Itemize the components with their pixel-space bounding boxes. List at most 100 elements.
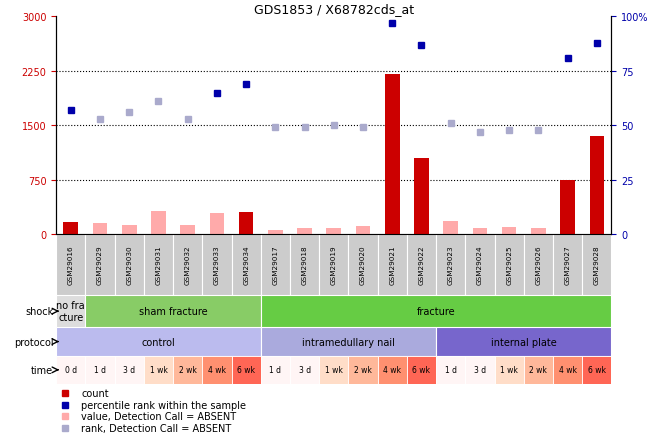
FancyBboxPatch shape (114, 356, 144, 384)
Bar (356, 227, 370, 234)
Text: GSM29021: GSM29021 (389, 245, 395, 285)
Text: internal plate: internal plate (491, 337, 557, 347)
Text: GSM29030: GSM29030 (126, 245, 132, 285)
Bar (414, 158, 429, 234)
Bar (590, 137, 604, 234)
Bar (93, 224, 107, 234)
FancyBboxPatch shape (231, 234, 260, 295)
Text: 3 d: 3 d (299, 365, 311, 375)
Text: sham fracture: sham fracture (139, 306, 208, 316)
Text: 2 wk: 2 wk (529, 365, 547, 375)
FancyBboxPatch shape (56, 356, 85, 384)
FancyBboxPatch shape (144, 356, 173, 384)
FancyBboxPatch shape (465, 234, 494, 295)
Text: GSM29018: GSM29018 (301, 245, 307, 285)
Text: 6 wk: 6 wk (237, 365, 255, 375)
Text: protocol: protocol (14, 337, 54, 347)
Text: GSM29019: GSM29019 (330, 245, 337, 285)
Title: GDS1853 / X68782cds_at: GDS1853 / X68782cds_at (254, 3, 414, 16)
Text: 3 d: 3 d (123, 365, 136, 375)
FancyBboxPatch shape (407, 356, 436, 384)
Text: control: control (141, 337, 175, 347)
FancyBboxPatch shape (494, 356, 524, 384)
Text: GSM29033: GSM29033 (214, 245, 220, 285)
FancyBboxPatch shape (494, 234, 524, 295)
Text: value, Detection Call = ABSENT: value, Detection Call = ABSENT (81, 411, 236, 421)
FancyBboxPatch shape (56, 234, 85, 295)
Text: GSM29027: GSM29027 (564, 245, 570, 285)
FancyBboxPatch shape (260, 356, 290, 384)
FancyBboxPatch shape (85, 295, 260, 328)
Text: rank, Detection Call = ABSENT: rank, Detection Call = ABSENT (81, 423, 231, 433)
Text: GSM29024: GSM29024 (477, 245, 483, 285)
Text: GSM29020: GSM29020 (360, 245, 366, 285)
Text: 2 wk: 2 wk (178, 365, 196, 375)
FancyBboxPatch shape (231, 356, 260, 384)
Text: 2 wk: 2 wk (354, 365, 372, 375)
FancyBboxPatch shape (436, 356, 465, 384)
Bar (531, 229, 546, 234)
Text: GSM29026: GSM29026 (535, 245, 541, 285)
FancyBboxPatch shape (114, 234, 144, 295)
Bar (180, 226, 195, 234)
FancyBboxPatch shape (173, 234, 202, 295)
FancyBboxPatch shape (290, 356, 319, 384)
FancyBboxPatch shape (319, 356, 348, 384)
Text: 3 d: 3 d (474, 365, 486, 375)
FancyBboxPatch shape (377, 356, 407, 384)
FancyBboxPatch shape (524, 356, 553, 384)
FancyBboxPatch shape (56, 328, 260, 356)
Text: 1 wk: 1 wk (500, 365, 518, 375)
Bar (502, 228, 516, 234)
Text: GSM29029: GSM29029 (97, 245, 103, 285)
FancyBboxPatch shape (260, 328, 436, 356)
FancyBboxPatch shape (553, 234, 582, 295)
Bar (151, 212, 166, 234)
Text: 1 wk: 1 wk (325, 365, 343, 375)
Bar (473, 229, 487, 234)
Text: percentile rank within the sample: percentile rank within the sample (81, 400, 246, 410)
Text: 0 d: 0 d (65, 365, 77, 375)
FancyBboxPatch shape (85, 234, 114, 295)
Text: 4 wk: 4 wk (559, 365, 576, 375)
Bar (239, 213, 253, 234)
Text: count: count (81, 388, 109, 398)
Text: 4 wk: 4 wk (208, 365, 226, 375)
Text: GSM29034: GSM29034 (243, 245, 249, 285)
FancyBboxPatch shape (260, 234, 290, 295)
Bar (122, 226, 137, 234)
Text: GSM29017: GSM29017 (272, 245, 278, 285)
Text: GSM29031: GSM29031 (155, 245, 161, 285)
Text: GSM29025: GSM29025 (506, 245, 512, 285)
Text: 1 d: 1 d (270, 365, 282, 375)
Text: GSM29032: GSM29032 (184, 245, 190, 285)
FancyBboxPatch shape (202, 356, 231, 384)
FancyBboxPatch shape (173, 356, 202, 384)
Text: intramedullary nail: intramedullary nail (302, 337, 395, 347)
Text: GSM29016: GSM29016 (68, 245, 74, 285)
FancyBboxPatch shape (85, 356, 114, 384)
FancyBboxPatch shape (377, 234, 407, 295)
Text: GSM29023: GSM29023 (447, 245, 453, 285)
Text: 4 wk: 4 wk (383, 365, 401, 375)
FancyBboxPatch shape (202, 234, 231, 295)
FancyBboxPatch shape (56, 295, 85, 328)
Bar (210, 214, 224, 234)
FancyBboxPatch shape (260, 295, 611, 328)
Text: fracture: fracture (417, 306, 455, 316)
FancyBboxPatch shape (348, 234, 377, 295)
Bar (385, 75, 399, 234)
FancyBboxPatch shape (319, 234, 348, 295)
Bar (444, 222, 458, 234)
Bar (268, 230, 283, 234)
Text: GSM29028: GSM29028 (594, 245, 600, 285)
Text: no fra
cture: no fra cture (56, 301, 85, 322)
Text: shock: shock (25, 306, 54, 316)
FancyBboxPatch shape (348, 356, 377, 384)
FancyBboxPatch shape (436, 234, 465, 295)
Bar (561, 180, 575, 234)
FancyBboxPatch shape (290, 234, 319, 295)
Bar (297, 229, 312, 234)
FancyBboxPatch shape (582, 234, 611, 295)
Text: GSM29022: GSM29022 (418, 245, 424, 285)
